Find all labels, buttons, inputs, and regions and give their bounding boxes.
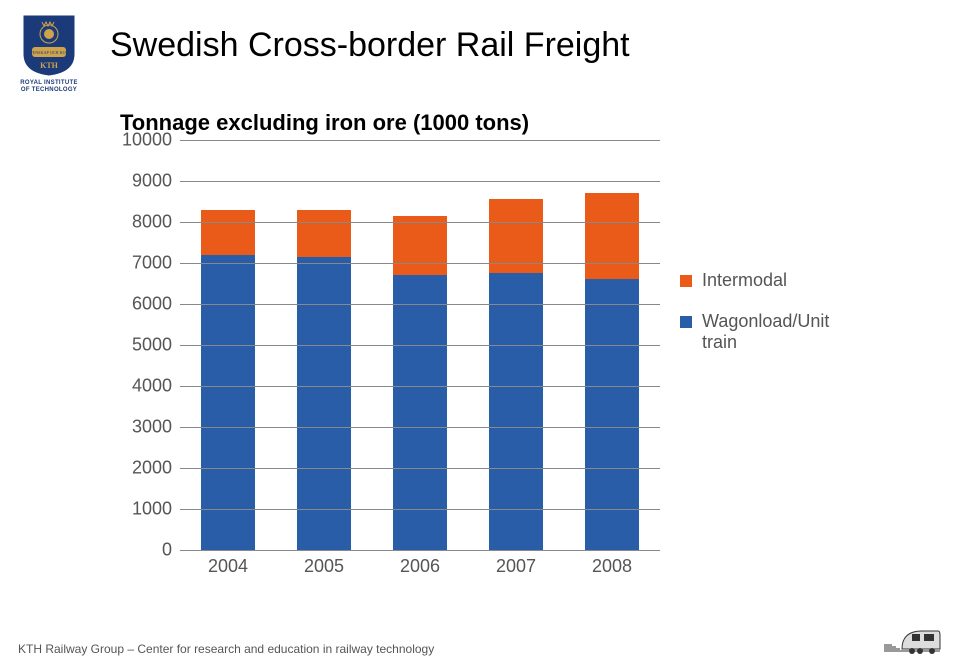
logo-subtitle: ROYAL INSTITUTE OF TECHNOLOGY: [14, 80, 84, 93]
gridline: [180, 509, 660, 510]
y-tick-label: 9000: [132, 171, 172, 192]
y-tick-label: 10000: [122, 130, 172, 151]
slide: VETENSKAP OCH KONST KTH ROYAL INSTITUTE …: [0, 0, 960, 670]
chart-body: 0100020003000400050006000700080009000100…: [110, 140, 850, 550]
gridline: [180, 222, 660, 223]
bar-segment-intermodal: [393, 216, 447, 275]
legend-swatch-icon: [680, 275, 692, 287]
x-tick-label: 2007: [489, 556, 543, 577]
legend-label: Intermodal: [702, 270, 787, 291]
plot-area: [180, 140, 660, 551]
y-tick-label: 8000: [132, 212, 172, 233]
kth-logo: VETENSKAP OCH KONST KTH ROYAL INSTITUTE …: [14, 14, 84, 93]
y-tick-label: 4000: [132, 376, 172, 397]
train-icon: [882, 621, 942, 660]
legend-label: Wagonload/Unit train: [702, 311, 850, 353]
bar-group: [393, 216, 447, 550]
svg-text:KTH: KTH: [40, 61, 59, 70]
y-axis: 0100020003000400050006000700080009000100…: [110, 140, 180, 550]
gridline: [180, 345, 660, 346]
legend: Intermodal Wagonload/Unit train: [680, 270, 850, 373]
footer-text: KTH Railway Group – Center for research …: [18, 642, 434, 656]
gridline: [180, 468, 660, 469]
bar-group: [585, 193, 639, 550]
bar-group: [297, 210, 351, 550]
x-tick-label: 2008: [585, 556, 639, 577]
gridline: [180, 181, 660, 182]
shield-icon: VETENSKAP OCH KONST KTH: [20, 14, 78, 76]
legend-swatch-icon: [680, 316, 692, 328]
y-tick-label: 3000: [132, 417, 172, 438]
gridline: [180, 386, 660, 387]
x-axis: 2004 2005 2006 2007 2008: [180, 556, 660, 577]
chart-title: Tonnage excluding iron ore (1000 tons): [120, 110, 850, 136]
bar-segment-intermodal: [201, 210, 255, 255]
y-tick-label: 5000: [132, 335, 172, 356]
gridline: [180, 263, 660, 264]
gridline: [180, 140, 660, 141]
y-tick-label: 2000: [132, 458, 172, 479]
x-tick-label: 2006: [393, 556, 447, 577]
x-tick-label: 2004: [201, 556, 255, 577]
y-tick-label: 1000: [132, 499, 172, 520]
page-title: Swedish Cross-border Rail Freight: [110, 26, 630, 65]
bar-group: [489, 199, 543, 550]
bar-segment-intermodal: [585, 193, 639, 279]
y-tick-label: 7000: [132, 253, 172, 274]
svg-text:VETENSKAP OCH KONST: VETENSKAP OCH KONST: [24, 50, 74, 55]
bar-segment-wagonload: [201, 255, 255, 550]
legend-item-intermodal: Intermodal: [680, 270, 850, 291]
gridline: [180, 304, 660, 305]
gridline: [180, 427, 660, 428]
chart: Tonnage excluding iron ore (1000 tons) 0…: [110, 110, 850, 580]
y-tick-label: 0: [162, 540, 172, 561]
bar-group: [201, 210, 255, 550]
bar-segment-wagonload: [297, 257, 351, 550]
x-tick-label: 2005: [297, 556, 351, 577]
y-tick-label: 6000: [132, 294, 172, 315]
legend-item-wagonload: Wagonload/Unit train: [680, 311, 850, 353]
bar-segment-intermodal: [297, 210, 351, 257]
